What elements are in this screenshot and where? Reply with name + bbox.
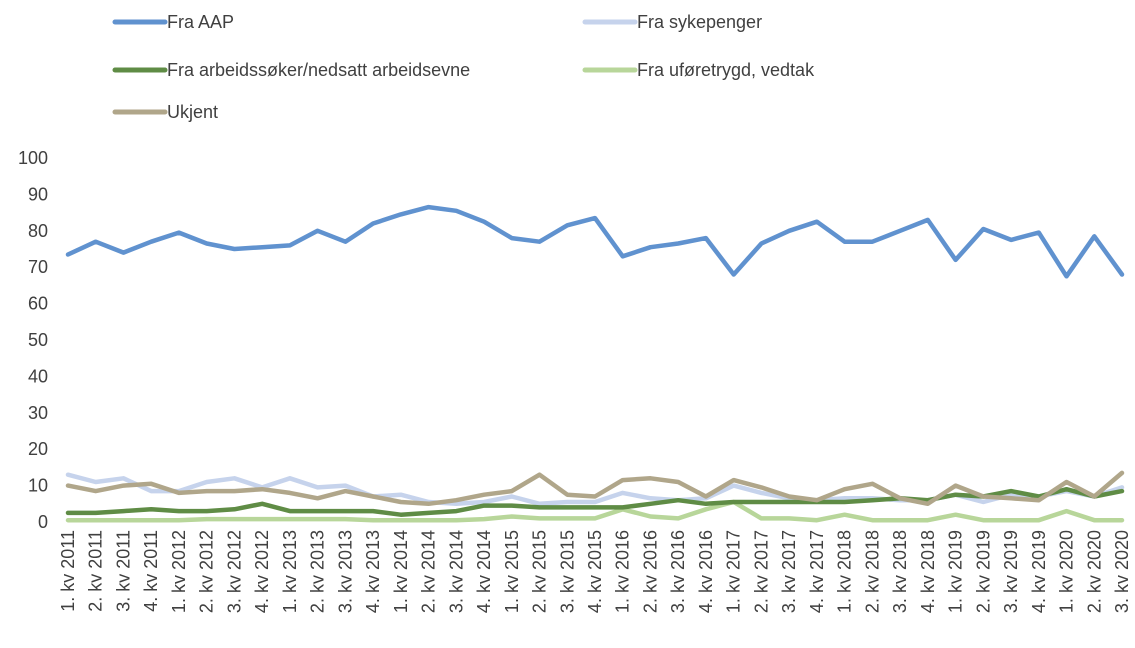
y-tick-label: 30 [28, 403, 48, 423]
y-tick-label: 40 [28, 366, 48, 386]
x-tick-label: 2. kv 2016 [640, 530, 660, 613]
x-tick-label: 4. kv 2013 [363, 530, 383, 613]
x-tick-label: 2. kv 2020 [1084, 530, 1104, 613]
x-tick-label: 4. kv 2019 [1029, 530, 1049, 613]
x-tick-label: 1. kv 2011 [58, 530, 78, 612]
x-tick-label: 3. kv 2017 [779, 530, 799, 613]
x-tick-label: 1. kv 2020 [1057, 530, 1077, 613]
series-line [65, 486, 1125, 517]
legend-label: Fra uføretrygd, vedtak [637, 60, 815, 80]
y-tick-label: 60 [28, 294, 48, 314]
legend-label: Fra AAP [167, 12, 234, 32]
x-tick-label: 2. kv 2018 [862, 530, 882, 613]
x-tick-label: 4. kv 2015 [585, 530, 605, 613]
x-tick-label: 3. kv 2012 [224, 530, 244, 613]
x-tick-label: 2. kv 2019 [973, 530, 993, 613]
y-tick-label: 100 [18, 148, 48, 168]
legend-label: Ukjent [167, 102, 218, 122]
y-tick-label: 80 [28, 221, 48, 241]
y-tick-label: 0 [38, 512, 48, 532]
x-tick-label: 4. kv 2018 [918, 530, 938, 613]
legend-label: Fra arbeidssøker/nedsatt arbeidsevne [167, 60, 470, 80]
x-tick-label: 4. kv 2014 [474, 530, 494, 613]
x-tick-label: 1. kv 2019 [946, 530, 966, 613]
x-tick-label: 2. kv 2012 [197, 530, 217, 613]
series-line [65, 499, 1125, 523]
x-tick-label: 1. kv 2018 [835, 530, 855, 613]
x-tick-label: 1. kv 2013 [280, 530, 300, 613]
y-tick-label: 10 [28, 476, 48, 496]
x-tick-label: 3. kv 2019 [1001, 530, 1021, 613]
x-tick-label: 2. kv 2014 [419, 530, 439, 613]
x-tick-label: 4. kv 2012 [252, 530, 272, 613]
x-tick-label: 3. kv 2016 [668, 530, 688, 613]
x-tick-label: 1. kv 2017 [724, 530, 744, 613]
legend-label: Fra sykepenger [637, 12, 762, 32]
x-tick-label: 3. kv 2011 [113, 530, 133, 612]
x-tick-label: 2. kv 2015 [530, 530, 550, 613]
x-tick-label: 2. kv 2017 [751, 530, 771, 613]
x-tick-label: 4. kv 2016 [696, 530, 716, 613]
x-tick-label: 1. kv 2016 [613, 530, 633, 613]
y-tick-label: 20 [28, 439, 48, 459]
x-tick-label: 4. kv 2017 [807, 530, 827, 613]
y-tick-label: 70 [28, 257, 48, 277]
x-tick-label: 3. kv 2014 [446, 530, 466, 613]
series-line [65, 470, 1125, 507]
x-tick-label: 4. kv 2011 [141, 530, 161, 612]
x-tick-label: 1. kv 2014 [391, 530, 411, 613]
x-tick-label: 3. kv 2018 [890, 530, 910, 613]
x-tick-label: 1. kv 2012 [169, 530, 189, 613]
x-tick-label: 3. kv 2020 [1112, 530, 1132, 613]
x-tick-label: 3. kv 2015 [557, 530, 577, 613]
y-tick-label: 50 [28, 330, 48, 350]
x-tick-label: 2. kv 2011 [86, 530, 106, 612]
x-tick-label: 3. kv 2013 [335, 530, 355, 613]
x-tick-label: 1. kv 2015 [502, 530, 522, 613]
y-tick-label: 90 [28, 184, 48, 204]
x-tick-label: 2. kv 2013 [308, 530, 328, 613]
series-line [65, 204, 1125, 279]
